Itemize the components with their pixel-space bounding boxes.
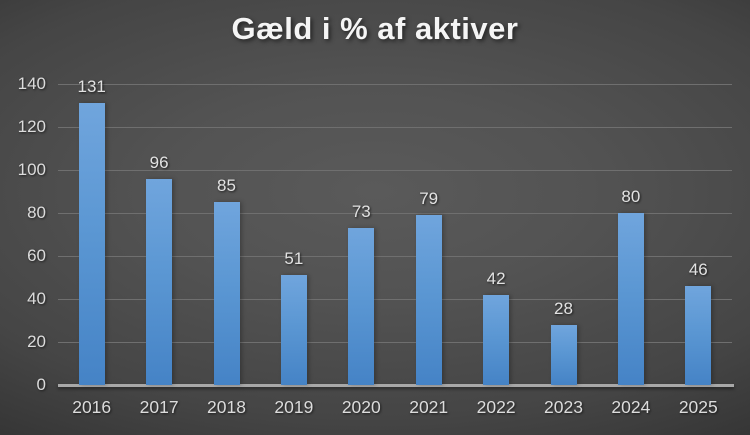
x-axis-tick-label: 2019 [274, 397, 314, 417]
bar-value-label: 80 [621, 187, 641, 206]
gridline [58, 170, 732, 171]
x-axis-tick-label: 2021 [409, 397, 449, 417]
x-axis-tick-label: 2024 [611, 397, 651, 417]
y-axis-tick-label: 140 [17, 74, 46, 93]
bar-value-label: 131 [77, 77, 106, 97]
bar-value-label: 96 [149, 152, 169, 172]
bar-value-label: 79 [419, 189, 439, 209]
gridline [58, 84, 732, 85]
x-axis-tick-label: 2025 [678, 397, 718, 417]
gridline [58, 213, 732, 214]
bar-2019 [280, 275, 307, 385]
bar-value-label: 28 [554, 298, 573, 318]
y-axis-tick-label: 20 [27, 332, 46, 351]
x-axis-tick-label: 2022 [476, 397, 516, 417]
y-axis-tick-label: 120 [17, 117, 46, 136]
bar-value-label: 42 [486, 268, 506, 288]
y-axis-tick-label: 80 [27, 203, 46, 222]
bar-2022 [483, 294, 510, 385]
x-axis-tick-label: 2017 [139, 397, 179, 417]
y-axis-tick-label: 100 [17, 160, 46, 179]
bar-value-label: 51 [284, 249, 304, 269]
bar-value-label: 46 [688, 260, 708, 280]
bar-value-label: 85 [217, 176, 236, 196]
bar-2021 [415, 215, 442, 385]
y-axis-tick-label: 60 [27, 246, 46, 265]
x-axis-tick-label: 2023 [544, 397, 583, 417]
bar-2018 [213, 202, 240, 385]
x-axis-tick-label: 2018 [207, 397, 246, 417]
gridline [58, 342, 732, 343]
bar-2020 [348, 228, 375, 385]
bar-2025 [685, 286, 712, 385]
gridline [58, 256, 732, 257]
bar-2017 [146, 178, 173, 385]
y-axis-tick-label: 0 [36, 375, 46, 394]
gridline [58, 299, 732, 300]
bar-2016 [78, 103, 105, 385]
bar-value-label: 73 [351, 202, 371, 222]
x-axis-tick-label: 2020 [341, 397, 381, 417]
chart-title: Gæld i % af aktiver [231, 11, 519, 46]
x-axis-line [58, 384, 734, 387]
y-axis-tick-label: 40 [27, 289, 46, 308]
bar-2023 [550, 324, 577, 385]
gridline [58, 127, 732, 128]
bar-2024 [617, 213, 644, 385]
x-axis-tick-label: 2016 [72, 397, 112, 417]
